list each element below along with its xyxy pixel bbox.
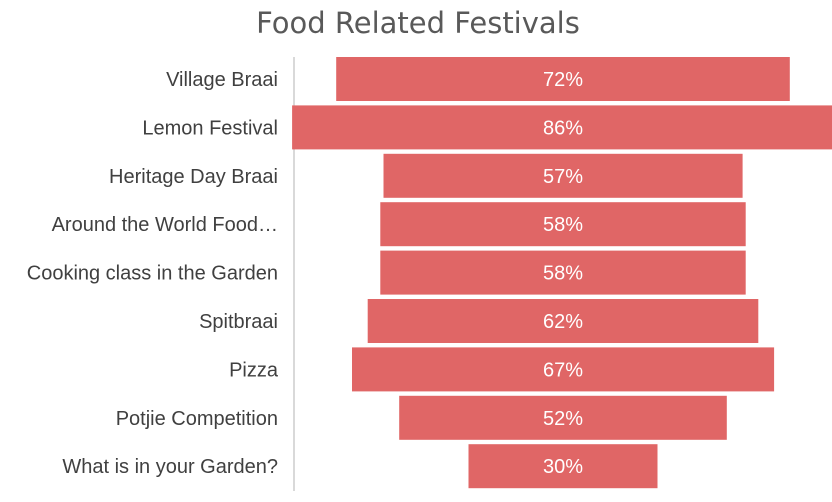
data-label-1: 86% <box>543 117 583 139</box>
category-label-2: Heritage Day Braai <box>109 166 278 188</box>
data-label-5: 62% <box>543 311 583 333</box>
bar-4 <box>380 250 746 295</box>
bars-layer <box>292 57 832 489</box>
data-label-6: 67% <box>543 359 583 381</box>
chart-title: Food Related Festivals <box>256 6 580 40</box>
category-label-8: What is in your Garden? <box>62 456 278 478</box>
category-label-4: Cooking class in the Garden <box>27 263 278 285</box>
data-label-2: 57% <box>543 166 583 188</box>
bar-5 <box>367 299 759 343</box>
bar-6 <box>352 347 775 392</box>
category-label-6: Pizza <box>229 359 279 381</box>
bar-0 <box>336 57 790 101</box>
data-label-7: 52% <box>543 408 583 430</box>
data-label-3: 58% <box>543 214 583 236</box>
data-label-0: 72% <box>543 69 583 91</box>
data-label-4: 58% <box>543 263 583 285</box>
category-label-3: Around the World Food… <box>52 214 278 236</box>
bar-3 <box>380 202 746 247</box>
data-label-8: 30% <box>543 456 583 478</box>
bar-7 <box>399 395 727 440</box>
category-label-7: Potjie Competition <box>116 408 278 430</box>
category-labels-layer: Village Braai Lemon Festival Heritage Day … <box>27 69 279 478</box>
value-labels-layer: 72% 86% 57% 58% 58% 62% 67% 52% 30% <box>543 69 583 478</box>
bar-2 <box>383 153 743 198</box>
category-label-1: Lemon Festival <box>142 117 278 139</box>
bar-8 <box>468 444 658 489</box>
category-label-5: Spitbraai <box>199 311 278 333</box>
category-label-0: Village Braai <box>166 69 278 91</box>
bar-1 <box>292 105 832 150</box>
